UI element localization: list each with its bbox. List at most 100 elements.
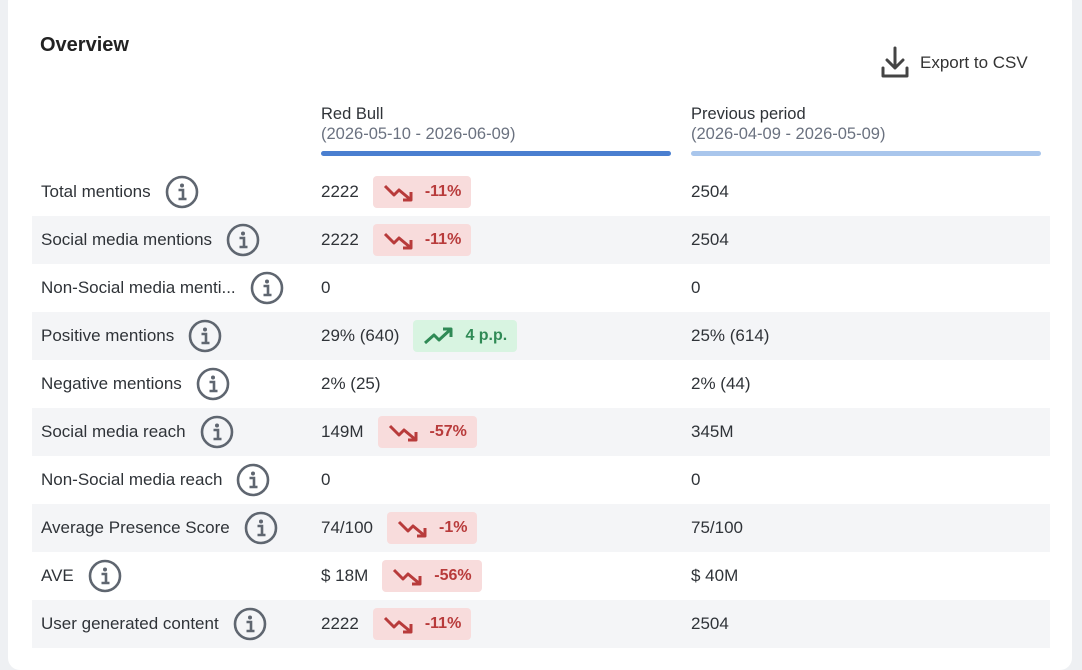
current-cell: 2222 -11%: [321, 608, 472, 640]
current-cell: $ 18M -56%: [321, 560, 482, 592]
metric-label-cell: User generated content: [41, 607, 267, 641]
metric-label: Negative mentions: [41, 374, 182, 393]
trend-icon: [383, 616, 413, 634]
column-header: Previous period (2026-04-09 - 2026-05-09…: [691, 104, 1041, 156]
change-value: -57%: [429, 423, 467, 440]
metric-label: Total mentions: [41, 182, 151, 201]
trend-icon: [397, 520, 427, 538]
current-cell: 74/100 -1%: [321, 512, 478, 544]
info-icon[interactable]: [233, 607, 267, 641]
current-value: 149M: [321, 422, 364, 441]
current-value: 0: [321, 278, 331, 297]
metric-label: Social media reach: [41, 422, 186, 441]
metric-row: Non-Social media reach 0 0: [32, 456, 1050, 504]
metric-row: Negative mentions 2% (25) 2% (44): [32, 360, 1050, 408]
metric-label: Social media mentions: [41, 230, 213, 249]
metric-label: Average Presence Score: [41, 518, 230, 537]
previous-value: $ 40M: [691, 566, 739, 585]
column-bar: [321, 151, 671, 156]
metric-row: Total mentions 2222 -11% 2504: [32, 168, 1050, 216]
metric-label: Non-Social media menti...: [41, 278, 236, 297]
info-icon[interactable]: [226, 223, 260, 257]
metric-label-cell: AVE: [41, 559, 122, 593]
metric-row: Social media reach 149M -57% 345M: [32, 408, 1050, 456]
current-value: 2222: [321, 614, 359, 633]
previous-value: 2504: [691, 614, 729, 633]
current-value: 2222: [321, 182, 359, 201]
change-badge: 4 p.p.: [413, 320, 518, 352]
change-value: -11%: [424, 231, 462, 248]
info-icon[interactable]: [250, 271, 284, 305]
metric-label-cell: Non-Social media reach: [41, 463, 270, 497]
change-value: 4 p.p.: [465, 327, 508, 344]
current-cell: 149M -57%: [321, 416, 477, 448]
trend-icon: [388, 424, 418, 442]
metric-label: Non-Social media reach: [41, 470, 223, 489]
current-cell: 29% (640) 4 p.p.: [321, 320, 518, 352]
previous-value: 25% (614): [691, 326, 770, 345]
current-cell: 2222 -11%: [321, 176, 472, 208]
metric-row: Non-Social media menti... 0 0: [32, 264, 1050, 312]
metric-row: Average Presence Score 74/100 -1% 75/100: [32, 504, 1050, 552]
change-badge: -1%: [387, 512, 478, 544]
metric-label-cell: Average Presence Score: [41, 511, 278, 545]
change-badge: -11%: [372, 224, 472, 256]
current-value: 2222: [321, 230, 359, 249]
metric-row: Social media mentions 2222 -11% 2504: [32, 216, 1050, 264]
change-badge: -11%: [372, 608, 472, 640]
download-icon: [881, 46, 909, 78]
change-badge: -11%: [372, 176, 472, 208]
metric-label-cell: Total mentions: [41, 175, 199, 209]
export-button[interactable]: Export to CSV: [880, 46, 1028, 80]
current-value: 0: [321, 470, 331, 489]
metric-label-cell: Negative mentions: [41, 367, 230, 401]
column-period: (2026-05-10 - 2026-06-09): [321, 125, 516, 143]
change-badge: -56%: [382, 560, 482, 592]
change-value: -11%: [424, 183, 462, 200]
metric-label: AVE: [41, 566, 74, 585]
previous-value: 0: [691, 278, 701, 297]
metric-label-cell: Social media mentions: [41, 223, 260, 257]
info-icon[interactable]: [236, 463, 270, 497]
previous-value: 345M: [691, 422, 734, 441]
info-icon[interactable]: [88, 559, 122, 593]
metric-label: Positive mentions: [41, 326, 175, 345]
metric-row: User generated content 2222 -11% 2504: [32, 600, 1050, 648]
metric-label-cell: Positive mentions: [41, 319, 222, 353]
trend-icon: [424, 327, 453, 345]
info-icon[interactable]: [165, 175, 199, 209]
metric-label-cell: Social media reach: [41, 415, 234, 449]
metric-row: AVE $ 18M -56% $ 40M: [32, 552, 1050, 600]
rows: Total mentions 2222 -11% 2504 Social media m…: [32, 168, 1050, 648]
current-cell: 2222 -11%: [321, 224, 472, 256]
trend-icon: [393, 568, 422, 586]
previous-value: 2504: [691, 230, 729, 249]
metric-row: Positive mentions 29% (640) 4 p.p. 25% (614…: [32, 312, 1050, 360]
info-icon[interactable]: [196, 367, 230, 401]
info-icon[interactable]: [244, 511, 278, 545]
previous-value: 0: [691, 470, 701, 489]
column-name: Red Bull: [321, 105, 384, 123]
trend-icon: [383, 232, 413, 250]
info-icon[interactable]: [200, 415, 234, 449]
previous-value: 2% (44): [691, 374, 751, 393]
metric-label: User generated content: [41, 614, 219, 633]
change-value: -1%: [439, 519, 468, 536]
current-cell: 2% (25): [321, 374, 381, 394]
previous-value: 75/100: [691, 518, 743, 537]
trend-icon: [383, 184, 413, 202]
metric-label-cell: Non-Social media menti...: [41, 271, 284, 305]
column-period: (2026-04-09 - 2026-05-09): [691, 125, 886, 143]
info-icon[interactable]: [188, 319, 222, 353]
title: Overview: [40, 34, 129, 56]
current-cell: 0: [321, 278, 330, 298]
current-value: 2% (25): [321, 374, 381, 393]
export-label: Export to CSV: [920, 53, 1028, 72]
column-bar: [691, 151, 1041, 156]
previous-value: 2504: [691, 182, 729, 201]
column-header: Red Bull (2026-05-10 - 2026-06-09): [321, 104, 671, 156]
current-value: $ 18M: [321, 566, 369, 585]
change-value: -11%: [424, 615, 462, 632]
current-cell: 0: [321, 470, 330, 490]
change-value: -56%: [434, 567, 472, 584]
